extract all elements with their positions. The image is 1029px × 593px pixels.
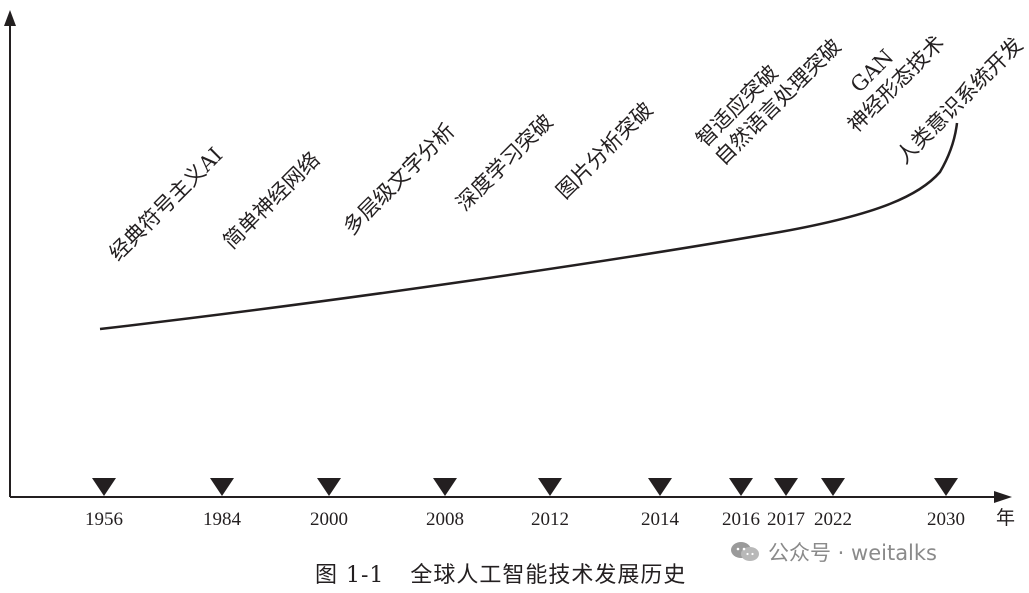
milestone-marker-2000 (317, 478, 341, 496)
year-label-2000: 2000 (310, 509, 348, 530)
milestone-marker-2016 (729, 478, 753, 496)
figure-number: 图 1-1 (315, 563, 385, 588)
figure-caption: 图 1-1 全球人工智能技术发展历史 (315, 557, 686, 589)
watermark-text: 公众号 · weitalks (768, 541, 937, 565)
milestone-marker-2030 (934, 478, 958, 496)
milestone-marks (92, 478, 958, 496)
milestone-marker-2014 (648, 478, 672, 496)
milestone-marker-1984 (210, 478, 234, 496)
milestone-label-1984: 简单神经网络 (219, 147, 325, 253)
milestone-label-2008: 深度学习突破 (452, 109, 558, 215)
milestone-label-1956: 经典符号主义AI (105, 143, 228, 266)
y-axis-arrowhead (4, 10, 16, 26)
milestone-label-2014: 智适应突破自然语言处理突破 (692, 16, 846, 170)
x-axis-unit: 年 (996, 507, 1015, 529)
year-label-2008: 2008 (426, 509, 464, 530)
x-axis-arrowhead (994, 491, 1012, 503)
milestone-label-2000: 多层级文字分析 (339, 119, 460, 240)
watermark: 公众号 · weitalks (730, 537, 937, 567)
growth-curve (99, 122, 959, 331)
milestone-marker-2022 (821, 478, 845, 496)
year-label-1956: 1956 (85, 509, 123, 530)
year-label-2016: 2016 (722, 509, 760, 530)
milestone-label-2012: 图片分析突破 (552, 97, 658, 203)
figure-title: 全球人工智能技术发展历史 (410, 563, 687, 588)
year-label-2030: 2030 (927, 509, 965, 530)
wechat-icon (731, 542, 759, 561)
milestone-marker-2008 (433, 478, 457, 496)
year-label-2022: 2022 (814, 509, 852, 530)
year-label-2014: 2014 (641, 509, 680, 530)
year-label-2012: 2012 (531, 509, 569, 530)
year-label-1984: 1984 (203, 509, 242, 530)
milestone-marker-1956 (92, 478, 116, 496)
milestone-marker-2017 (774, 478, 798, 496)
milestone-marker-2012 (538, 478, 562, 496)
year-labels: 1956 1984 2000 2008 2012 2014 2016 2017 2022 2030 (85, 509, 965, 530)
year-label-2017: 2017 (767, 509, 805, 530)
